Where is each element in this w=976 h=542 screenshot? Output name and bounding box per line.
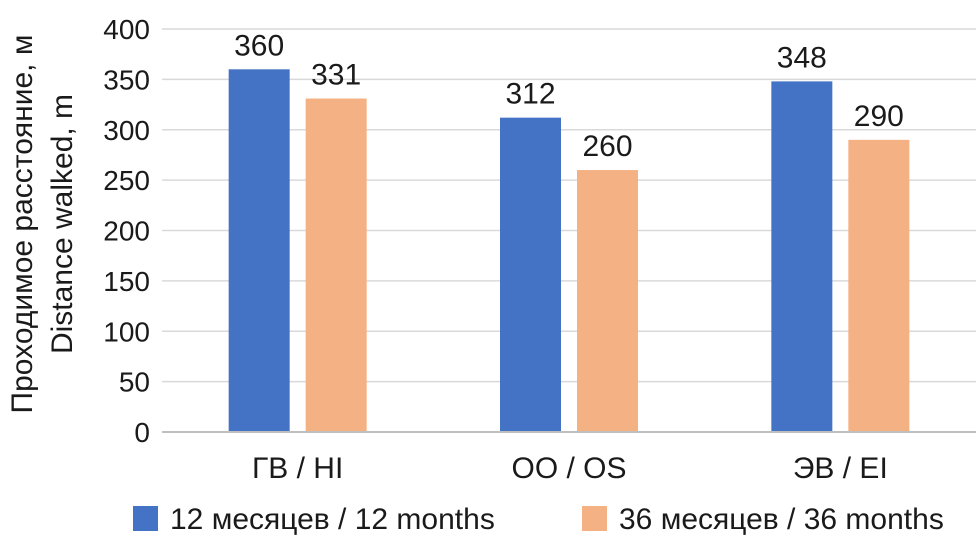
x-category-label: ГВ / HI — [252, 452, 343, 485]
data-label: 260 — [582, 130, 632, 163]
y-tick-label: 100 — [103, 316, 150, 347]
bar — [500, 117, 561, 432]
legend: 12 месяцев / 12 months 36 месяцев / 36 mo… — [133, 503, 944, 536]
y-tick-label: 300 — [103, 115, 150, 146]
data-label: 290 — [854, 100, 904, 133]
y-tick-label: 150 — [103, 266, 150, 297]
bar — [577, 170, 638, 433]
y-axis-ticks: 0 50 100 150 200 250 300 350 400 — [103, 14, 150, 448]
x-category-label: ОО / OS — [511, 452, 626, 485]
legend-swatch — [582, 506, 607, 531]
bar — [848, 139, 910, 432]
gridlines — [162, 28, 976, 383]
y-axis-title: Проходимое расстояние, м Distance walked… — [6, 35, 79, 414]
y-axis-title-line-1: Проходимое расстояние, м — [6, 35, 39, 414]
y-tick-label: 350 — [103, 64, 150, 95]
data-label: 348 — [777, 41, 827, 74]
bar — [771, 81, 833, 432]
y-tick-label: 0 — [134, 417, 150, 448]
legend-label: 12 месяцев / 12 months — [170, 503, 495, 536]
bar — [305, 98, 367, 432]
x-category-label: ЭВ / EI — [793, 452, 888, 485]
data-label: 312 — [505, 78, 555, 111]
y-tick-label: 250 — [103, 165, 150, 196]
bar — [228, 69, 290, 433]
bars — [228, 69, 910, 433]
y-tick-label: 400 — [103, 14, 150, 45]
data-labels: 360 331 312 260 348 290 — [234, 29, 904, 163]
x-axis-categories: ГВ / HI ОО / OS ЭВ / EI — [252, 452, 888, 485]
y-tick-label: 50 — [119, 367, 150, 398]
y-axis-title-line-2: Distance walked, m — [46, 94, 79, 354]
legend-label: 36 месяцев / 36 months — [619, 503, 944, 536]
y-tick-label: 200 — [103, 216, 150, 247]
data-label: 360 — [234, 29, 284, 62]
legend-swatch — [133, 506, 158, 531]
data-label: 331 — [311, 59, 361, 92]
